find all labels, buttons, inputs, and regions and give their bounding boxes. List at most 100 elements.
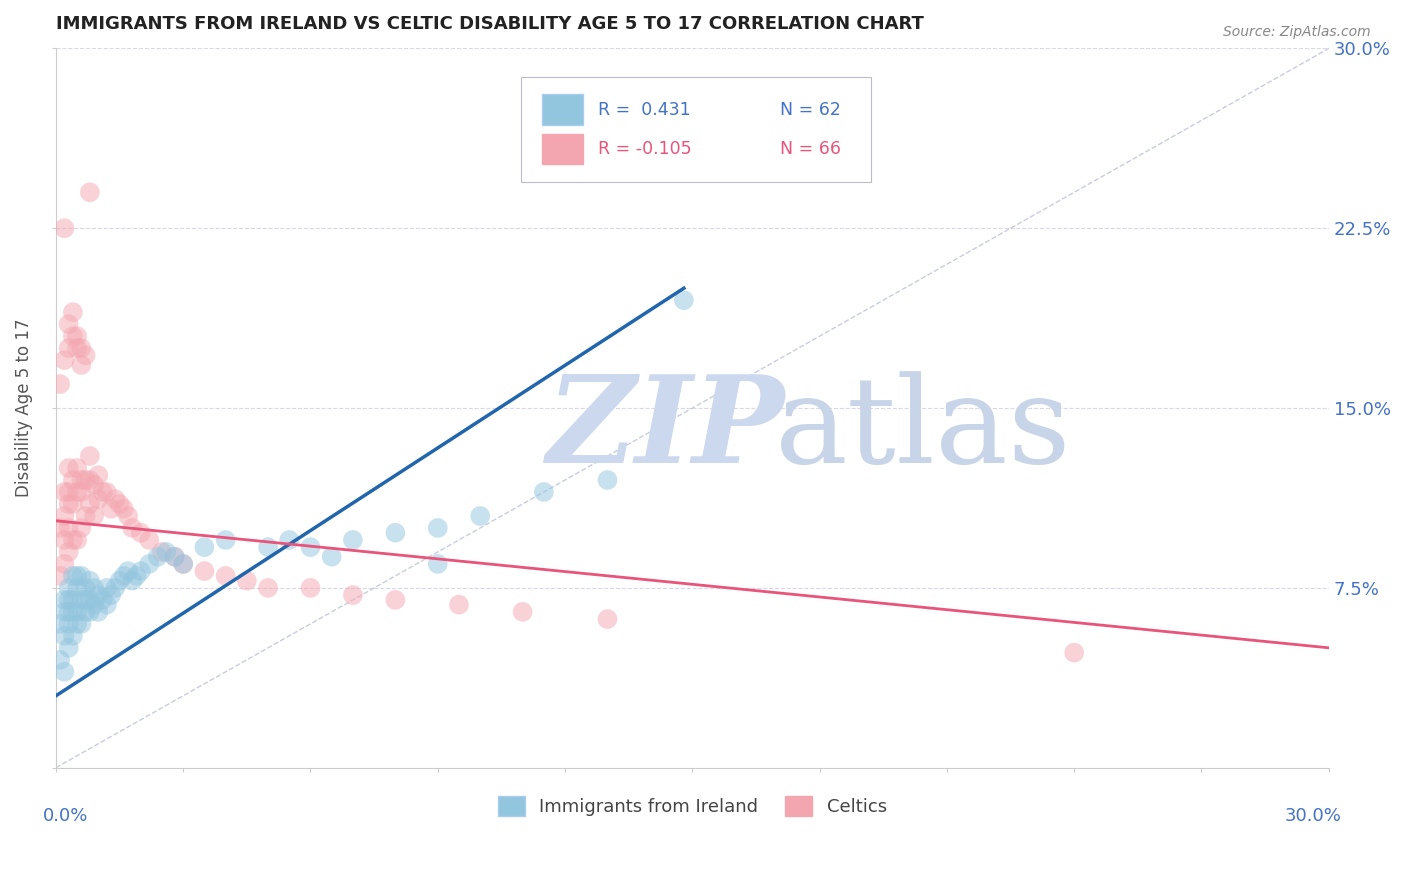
Point	[512, 605, 534, 619]
Text: R = -0.105: R = -0.105	[598, 140, 692, 158]
Point	[1063, 646, 1085, 660]
Point	[321, 549, 343, 564]
Point	[75, 473, 97, 487]
FancyBboxPatch shape	[543, 134, 583, 164]
Point	[426, 557, 449, 571]
Point	[53, 557, 76, 571]
Point	[66, 329, 89, 343]
Point	[447, 598, 470, 612]
Point	[53, 593, 76, 607]
Y-axis label: Disability Age 5 to 17: Disability Age 5 to 17	[15, 318, 32, 498]
Point	[58, 521, 80, 535]
Point	[49, 616, 72, 631]
Point	[129, 525, 152, 540]
Point	[112, 501, 135, 516]
Point	[66, 616, 89, 631]
Point	[58, 605, 80, 619]
Point	[384, 593, 406, 607]
Point	[257, 540, 280, 554]
Point	[83, 581, 105, 595]
Point	[91, 593, 114, 607]
Text: atlas: atlas	[775, 371, 1071, 488]
Point	[58, 581, 80, 595]
Point	[70, 616, 93, 631]
Text: 0.0%: 0.0%	[44, 807, 89, 825]
Point	[129, 564, 152, 578]
Point	[62, 329, 84, 343]
Text: Source: ZipAtlas.com: Source: ZipAtlas.com	[1223, 25, 1371, 39]
Point	[214, 569, 236, 583]
Point	[155, 545, 177, 559]
Point	[66, 605, 89, 619]
Point	[75, 581, 97, 595]
Point	[138, 557, 160, 571]
Point	[112, 569, 135, 583]
Point	[75, 605, 97, 619]
Point	[79, 449, 101, 463]
Legend: Immigrants from Ireland, Celtics: Immigrants from Ireland, Celtics	[491, 789, 894, 823]
Point	[533, 485, 555, 500]
Point	[66, 533, 89, 547]
Point	[75, 593, 97, 607]
Text: ZIP: ZIP	[546, 370, 785, 489]
Point	[672, 293, 695, 308]
Point	[53, 629, 76, 643]
Point	[58, 317, 80, 331]
Point	[58, 616, 80, 631]
Point	[62, 605, 84, 619]
FancyBboxPatch shape	[520, 78, 870, 181]
Point	[163, 549, 186, 564]
Point	[62, 473, 84, 487]
Point	[236, 574, 259, 588]
Point	[66, 569, 89, 583]
Point	[58, 640, 80, 655]
Point	[53, 533, 76, 547]
Point	[75, 508, 97, 523]
Point	[49, 521, 72, 535]
Point	[83, 598, 105, 612]
Point	[138, 533, 160, 547]
Text: 30.0%: 30.0%	[1285, 807, 1341, 825]
Point	[66, 581, 89, 595]
Point	[53, 605, 76, 619]
Point	[70, 569, 93, 583]
Point	[49, 377, 72, 392]
Point	[53, 508, 76, 523]
Point	[96, 598, 118, 612]
Point	[146, 549, 169, 564]
Point	[108, 574, 131, 588]
Point	[96, 485, 118, 500]
Point	[172, 557, 194, 571]
Point	[62, 497, 84, 511]
Point	[214, 533, 236, 547]
Point	[58, 341, 80, 355]
Point	[66, 341, 89, 355]
Point	[100, 588, 122, 602]
Point	[49, 569, 72, 583]
Point	[87, 468, 110, 483]
Point	[70, 358, 93, 372]
Point	[596, 612, 619, 626]
Point	[62, 593, 84, 607]
Point	[384, 525, 406, 540]
Point	[108, 497, 131, 511]
Point	[58, 545, 80, 559]
Point	[79, 497, 101, 511]
Point	[87, 492, 110, 507]
Point	[53, 221, 76, 235]
Point	[79, 473, 101, 487]
Point	[121, 574, 143, 588]
Point	[104, 581, 127, 595]
Point	[470, 508, 492, 523]
Point	[91, 485, 114, 500]
Point	[121, 521, 143, 535]
Point	[53, 485, 76, 500]
Point	[70, 521, 93, 535]
Point	[53, 353, 76, 368]
Point	[299, 581, 322, 595]
Point	[172, 557, 194, 571]
Point	[70, 341, 93, 355]
Point	[75, 348, 97, 362]
Point	[117, 508, 139, 523]
Point	[193, 540, 215, 554]
